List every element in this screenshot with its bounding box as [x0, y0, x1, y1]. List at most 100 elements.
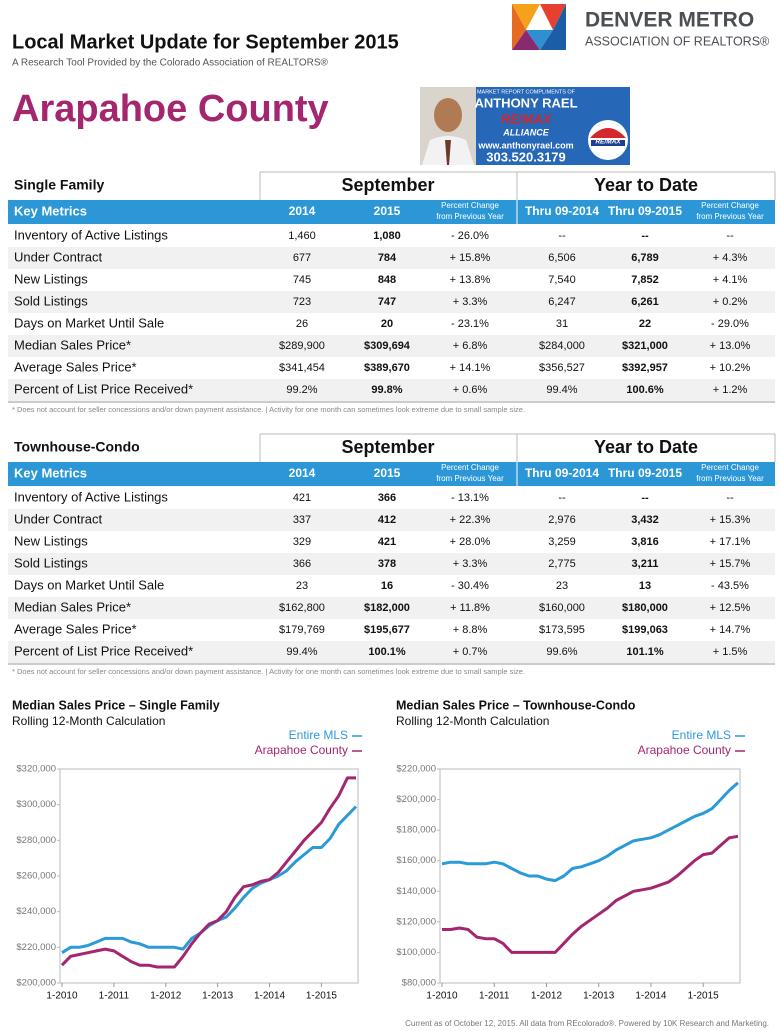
chart-title: Median Sales Price – Single Family [12, 698, 220, 712]
cell: -- [726, 492, 734, 504]
cell: + 14.7% [710, 624, 751, 636]
cell: + 4.1% [713, 274, 748, 286]
cell: -- [641, 230, 649, 242]
y-tick-label: $260,000 [16, 871, 56, 882]
y-tick-label: $320,000 [16, 764, 56, 775]
row-shade [8, 379, 775, 401]
cell: 3,816 [631, 536, 659, 548]
y-tick-label: $200,000 [16, 978, 56, 989]
cell: + 1.5% [713, 646, 748, 658]
cell: - 23.1% [451, 318, 489, 330]
ad-brand: RE/MAX [501, 111, 553, 126]
cell: + 3.3% [453, 558, 488, 570]
table-footnote: * Does not account for seller concession… [12, 667, 525, 676]
cell: 329 [293, 536, 311, 548]
cell: 412 [378, 514, 396, 526]
row-label: Sold Listings [14, 293, 88, 308]
legend-label: Arapahoe County [638, 743, 731, 757]
cell: 421 [378, 536, 396, 548]
cell: 1,460 [288, 230, 316, 242]
row-shade [8, 641, 775, 663]
cell: + 10.2% [710, 362, 751, 374]
row-label: Under Contract [14, 249, 103, 264]
column-header: from Previous Year [436, 474, 504, 483]
series-line [61, 805, 358, 954]
cell: 16 [381, 580, 393, 592]
row-label: Under Contract [14, 511, 103, 526]
cell: 747 [378, 296, 396, 308]
cell: $182,000 [364, 602, 410, 614]
cell: 848 [378, 274, 396, 286]
cell: 3,211 [632, 558, 659, 570]
column-header: 2014 [289, 466, 316, 480]
cell: -- [558, 230, 566, 242]
cell: + 0.2% [713, 296, 748, 308]
series-line [60, 776, 356, 969]
cell: 677 [293, 252, 311, 264]
x-tick-label: 1-2015 [306, 991, 338, 1002]
column-header: from Previous Year [696, 212, 764, 221]
header-band [8, 462, 775, 486]
cell: 378 [378, 558, 396, 570]
cell: 366 [378, 492, 396, 504]
cell: 2,775 [548, 558, 576, 570]
cell: - 26.0% [451, 230, 489, 242]
cell: 20 [381, 318, 393, 330]
cell: 6,506 [548, 252, 576, 264]
cell: + 0.7% [453, 646, 488, 658]
column-header: 2015 [374, 466, 401, 480]
column-header: Thru 09-2015 [608, 466, 682, 480]
cell: $284,000 [539, 340, 585, 352]
row-label: Inventory of Active Listings [14, 489, 168, 504]
cell: 99.8% [371, 384, 402, 396]
y-tick-label: $300,000 [16, 799, 56, 810]
cell: 421 [293, 492, 311, 504]
y-tick-label: $140,000 [396, 886, 436, 897]
plot-frame [439, 768, 741, 984]
row-shade [8, 335, 775, 357]
cell: 31 [556, 318, 568, 330]
cell: - 29.0% [711, 318, 749, 330]
row-label: Days on Market Until Sale [14, 577, 164, 592]
cell: + 14.1% [450, 362, 491, 374]
chart-subtitle: Rolling 12-Month Calculation [396, 714, 549, 728]
series-line [441, 781, 739, 883]
column-header: Thru 09-2014 [525, 466, 599, 480]
column-header: Thru 09-2015 [608, 204, 682, 218]
cell: 101.1% [626, 646, 664, 658]
cell: + 13.0% [710, 340, 751, 352]
x-tick-label: 1-2012 [150, 991, 182, 1002]
column-header: 2015 [374, 204, 401, 218]
cell: 6,261 [631, 296, 659, 308]
cell: + 0.6% [453, 384, 488, 396]
cell: - 30.4% [451, 580, 489, 592]
y-tick-label: $240,000 [16, 906, 56, 917]
cell: -- [641, 492, 649, 504]
cell: + 13.8% [450, 274, 491, 286]
y-tick-label: $280,000 [16, 835, 56, 846]
cell: $199,063 [622, 624, 668, 636]
column-header: Key Metrics [14, 465, 87, 480]
cell: - 13.1% [451, 492, 489, 504]
row-label: Days on Market Until Sale [14, 315, 164, 330]
row-label: Percent of List Price Received* [14, 643, 193, 658]
row-label: New Listings [14, 533, 88, 548]
cell: $160,000 [539, 602, 585, 614]
y-tick-label: $80,000 [402, 978, 436, 989]
row-label: Percent of List Price Received* [14, 381, 193, 396]
group-label: Year to Date [594, 175, 698, 195]
cell: $389,670 [364, 362, 410, 374]
ad-website: www.anthonyrael.com [477, 140, 573, 150]
table-section: Townhouse-Condo [14, 439, 140, 455]
x-tick-label: 1-2010 [46, 991, 78, 1002]
x-tick-label: 1-2014 [254, 991, 286, 1002]
column-header: Key Metrics [14, 203, 87, 218]
row-label: Median Sales Price* [14, 337, 131, 352]
cell: $180,000 [622, 602, 668, 614]
x-tick-label: 1-2013 [583, 991, 615, 1002]
row-shade [8, 509, 775, 531]
y-tick-label: $220,000 [16, 942, 56, 953]
x-tick-label: 1-2014 [635, 991, 667, 1002]
cell: - 43.5% [711, 580, 749, 592]
